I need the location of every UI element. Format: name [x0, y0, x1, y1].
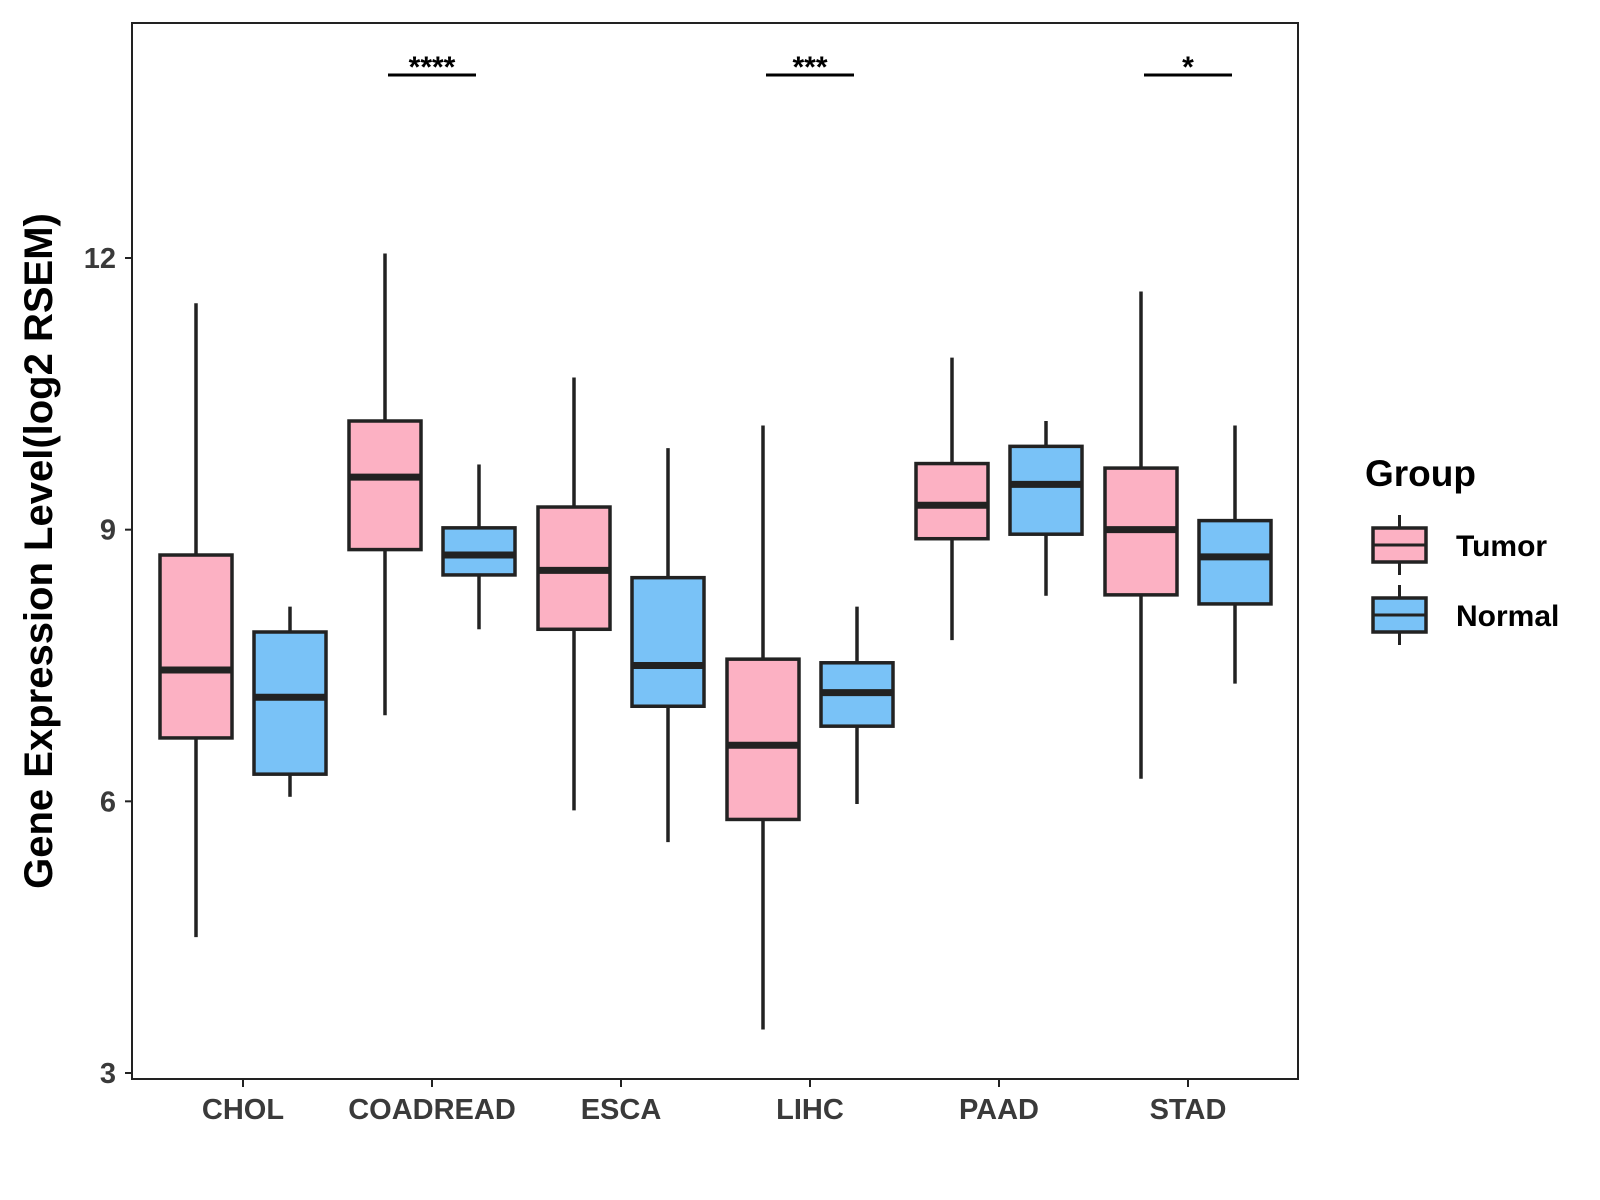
x-tick-label-lihc: LIHC — [776, 1094, 844, 1126]
box-tumor-esca — [536, 377, 612, 811]
box-normal-stad — [1197, 425, 1273, 684]
box-tumor-paad — [914, 357, 990, 641]
iqr-box-normal-chol — [252, 630, 328, 776]
legend: Group Tumor Normal — [1365, 453, 1559, 645]
legend-title: Group — [1365, 453, 1476, 494]
x-tick-label-paad: PAAD — [959, 1094, 1039, 1126]
legend-label-tumor: Tumor — [1456, 530, 1547, 563]
legend-item-tumor: Tumor — [1371, 515, 1547, 575]
box-tumor-stad — [1103, 291, 1179, 779]
x-tick-label-stad: STAD — [1150, 1094, 1227, 1126]
box-normal-paad — [1008, 421, 1084, 596]
iqr-box-normal-coadread — [441, 526, 517, 577]
y-tick-label: 3 — [100, 1058, 116, 1090]
box-normal-coadread — [441, 464, 517, 630]
significance-label-lihc: *** — [792, 51, 827, 84]
x-tick-label-chol: CHOL — [202, 1094, 284, 1126]
y-tick-label: 9 — [100, 515, 116, 547]
x-tick-label-esca: ESCA — [581, 1094, 662, 1126]
y-tick-label: 6 — [100, 786, 116, 818]
box-tumor-chol — [158, 303, 234, 938]
y-tick-label: 12 — [84, 243, 116, 275]
box-tumor-coadread — [347, 253, 423, 716]
box-tumor-lihc — [725, 425, 801, 1030]
legend-label-normal: Normal — [1456, 600, 1559, 633]
significance-layer: **** *** * — [388, 51, 1232, 84]
iqr-box-tumor-chol — [158, 553, 234, 740]
iqr-box-normal-paad — [1008, 444, 1084, 536]
axes-layer: 3 6 9 12 CHOL COADREAD ESCA LIHC PAAD STAD — [84, 243, 1227, 1126]
significance-label-coadread: **** — [409, 51, 456, 84]
box-normal-esca — [630, 448, 706, 843]
boxes-layer — [158, 253, 1273, 1030]
significance-label-stad: * — [1182, 51, 1194, 84]
iqr-box-tumor-paad — [914, 461, 990, 541]
y-axis-title: Gene Expression Level(log2 RSEM) — [17, 213, 61, 889]
iqr-box-tumor-coadread — [347, 419, 423, 552]
box-normal-lihc — [819, 606, 895, 805]
iqr-box-normal-esca — [630, 575, 706, 709]
iqr-box-normal-stad — [1197, 518, 1273, 606]
box-normal-chol — [252, 606, 328, 797]
legend-item-normal: Normal — [1371, 585, 1559, 645]
iqr-box-tumor-lihc — [725, 657, 801, 822]
x-tick-label-coadread: COADREAD — [348, 1094, 516, 1126]
